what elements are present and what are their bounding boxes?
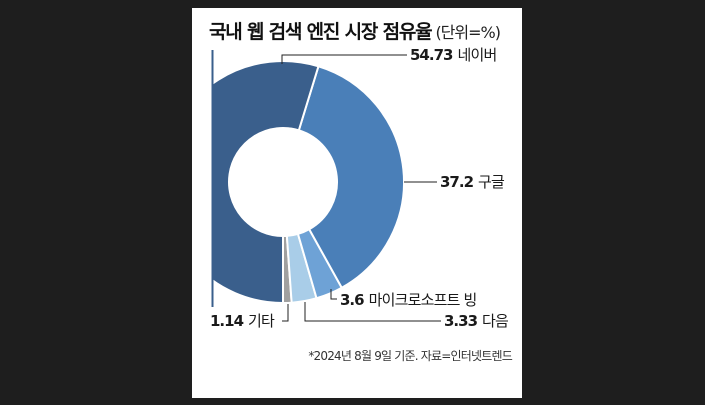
name-daum: 다음 [482, 312, 509, 330]
value-bing: 3.6 [340, 291, 365, 309]
leader-daum [304, 302, 441, 322]
title-text: 국내 웹 검색 엔진 시장 점유율 [209, 21, 433, 43]
leader-etc [282, 304, 289, 322]
label-daum: 3.33 다음 [444, 312, 509, 330]
leader-bing [330, 289, 337, 300]
value-naver: 54.73 [410, 46, 453, 64]
label-etc: 1.14 기타 [210, 312, 275, 330]
slice-0 [212, 60, 320, 305]
value-daum: 3.33 [444, 312, 478, 330]
label-bing: 3.6 마이크로소프트 빙 [340, 291, 477, 309]
chart-title: 국내 웹 검색 엔진 시장 점유율 (단위=%) [209, 17, 501, 44]
leader-naver [281, 54, 407, 64]
donut-chart [211, 50, 441, 322]
name-bing: 마이크로소프트 빙 [368, 291, 478, 309]
source-footnote: *2024년 8월 9일 기준. 자료=인터넷트렌드 [308, 349, 512, 363]
label-google: 37.2 구글 [440, 173, 505, 191]
value-etc: 1.14 [210, 312, 244, 330]
slice-1 [297, 65, 405, 290]
unit-label: (단위=%) [435, 23, 501, 42]
chart-card: 국내 웹 검색 엔진 시장 점유율 (단위=%) 54.73 네이버 37.2 구글 … [192, 8, 522, 398]
name-etc: 기타 [248, 312, 275, 330]
donut-slices [212, 60, 405, 305]
name-google: 구글 [478, 173, 505, 191]
name-naver: 네이버 [457, 46, 497, 64]
value-google: 37.2 [440, 173, 474, 191]
label-naver: 54.73 네이버 [410, 46, 497, 64]
